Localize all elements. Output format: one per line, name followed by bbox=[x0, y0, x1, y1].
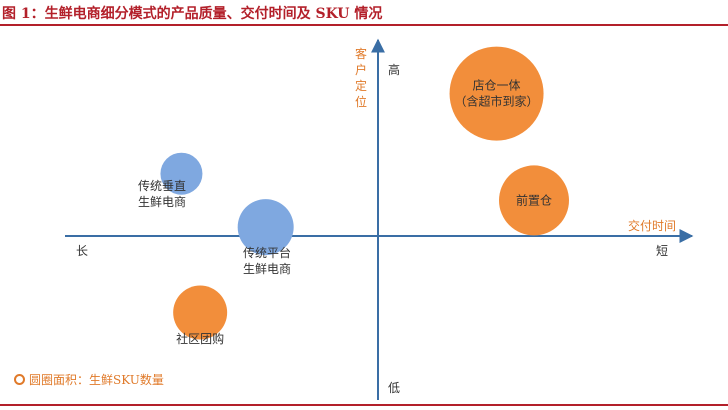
bubble-3 bbox=[237, 199, 294, 256]
bubble-label: 前置仓 bbox=[516, 192, 552, 207]
bubble-1 bbox=[499, 165, 569, 236]
x-axis-short-label: 短 bbox=[656, 244, 668, 258]
bubble-0 bbox=[449, 46, 544, 141]
bubble-label: 店仓一体 bbox=[473, 79, 521, 93]
y-axis-title-char: 客 bbox=[355, 46, 367, 61]
bubble-label: 传统垂直 bbox=[138, 178, 186, 193]
bubble-label: 传统平台 bbox=[243, 245, 291, 260]
bubble-label: 生鲜电商 bbox=[243, 261, 291, 276]
legend-circle-icon bbox=[14, 374, 25, 385]
chart-title: 图 1：生鲜电商细分模式的产品质量、交付时间及 SKU 情况 bbox=[2, 6, 383, 22]
title-underline bbox=[0, 24, 728, 26]
bubble-4 bbox=[173, 285, 228, 340]
legend-text: 圆圈面积：生鲜SKU数量 bbox=[29, 373, 164, 387]
bottom-rule bbox=[0, 404, 728, 406]
bubble-2 bbox=[160, 152, 203, 195]
y-axis-title-char: 位 bbox=[355, 94, 367, 109]
x-axis-long-label: 长 bbox=[76, 244, 88, 258]
bubble-label: 生鲜电商 bbox=[138, 194, 186, 209]
y-axis-title-char: 定 bbox=[355, 78, 367, 93]
bubble-label: 社区团购 bbox=[176, 331, 224, 346]
y-axis-high-label: 高 bbox=[388, 62, 400, 77]
y-axis-low-label: 低 bbox=[388, 381, 400, 395]
y-axis-title-char: 户 bbox=[355, 62, 367, 77]
legend: 圆圈面积：生鲜SKU数量 bbox=[14, 371, 164, 388]
bubble-label: （含超市到家） bbox=[455, 94, 539, 109]
x-axis-title: 交付时间 bbox=[628, 218, 676, 233]
